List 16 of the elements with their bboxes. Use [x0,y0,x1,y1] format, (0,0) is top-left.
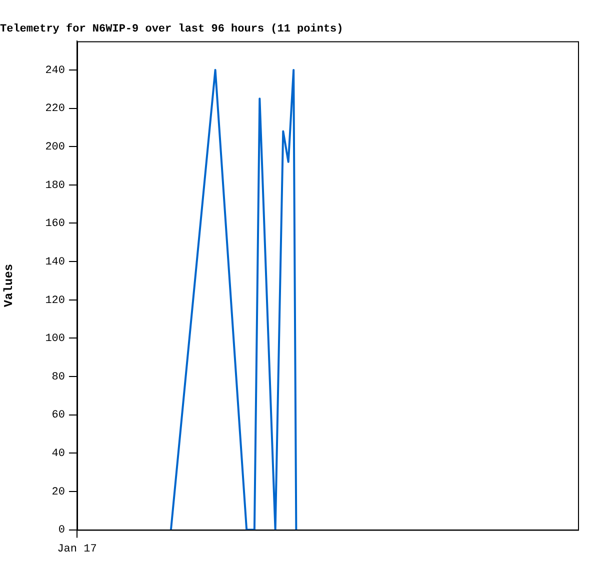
y-tick-label: 180 [45,180,65,192]
y-tick-label: 160 [45,218,65,230]
y-tick-label: 240 [45,64,65,77]
y-tick-label: 0 [58,524,65,537]
y-tick-label: 140 [45,256,65,268]
y-tick-label: 200 [45,141,65,154]
y-tick-label: 80 [52,371,65,384]
y-tick-label: 60 [52,410,65,422]
y-tick-label: 40 [52,448,65,460]
y-tick-label: 100 [45,333,65,346]
x-tick-label: Jan 17 [57,543,97,556]
chart-title: Telemetry for N6WIP-9 over last 96 hours (11 points) [0,22,344,36]
y-tick-label: 20 [52,486,65,498]
y-tick-label: 120 [45,294,65,307]
y-axis-title: Values [2,264,16,308]
y-tick-label: 220 [45,103,65,116]
